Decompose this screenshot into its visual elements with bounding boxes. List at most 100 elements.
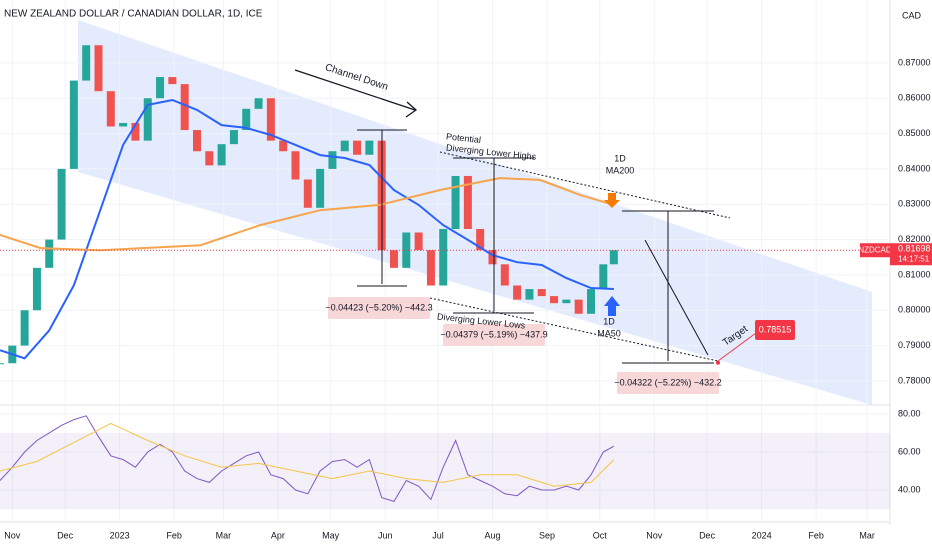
annotation: 1D bbox=[614, 153, 626, 163]
symbol-box bbox=[860, 243, 890, 258]
candle bbox=[82, 45, 91, 81]
candle bbox=[119, 122, 128, 127]
rsi-line bbox=[0, 415, 615, 502]
countdown: 14:17:51 bbox=[898, 254, 930, 263]
x-tick-label: Jul bbox=[432, 530, 444, 540]
x-tick-label: 2024 bbox=[752, 530, 772, 540]
x-tick-label: Feb bbox=[166, 530, 182, 540]
measure-box bbox=[443, 324, 545, 346]
symbol: NZDCAD bbox=[858, 245, 892, 254]
x-tick-label: Mar bbox=[216, 530, 232, 540]
ma50-arrow bbox=[604, 296, 620, 316]
arrow-head bbox=[405, 101, 418, 118]
candle bbox=[32, 267, 41, 311]
candle bbox=[266, 98, 275, 141]
lower-highs-line bbox=[439, 151, 731, 219]
candle bbox=[205, 151, 214, 166]
y-tick-label: 0.85000 bbox=[898, 128, 931, 138]
lower-lows-line bbox=[429, 297, 719, 362]
annotation: MA50 bbox=[597, 328, 621, 338]
rsi-tick-label: 80.00 bbox=[898, 408, 921, 418]
candle bbox=[156, 77, 165, 99]
candle bbox=[0, 363, 4, 365]
x-tick-label: Sep bbox=[539, 530, 555, 540]
candle bbox=[180, 84, 189, 131]
candle bbox=[426, 250, 435, 286]
candle bbox=[488, 250, 497, 265]
y-tick-label: 0.83000 bbox=[898, 199, 931, 209]
measure-box bbox=[617, 372, 719, 394]
candle bbox=[365, 140, 374, 155]
y-tick-label: 0.82000 bbox=[898, 234, 931, 244]
candle bbox=[586, 289, 595, 314]
rsi-band bbox=[0, 432, 890, 509]
currency: CAD bbox=[902, 10, 922, 20]
x-tick-label: Aug bbox=[484, 530, 500, 540]
candle bbox=[57, 168, 66, 240]
candle bbox=[389, 250, 398, 268]
candle bbox=[242, 108, 251, 131]
target-label: 0.78515 bbox=[759, 324, 792, 334]
rsi-tick-label: 40.00 bbox=[898, 484, 921, 494]
candle bbox=[69, 80, 78, 169]
x-tick-label: Feb bbox=[808, 530, 824, 540]
x-tick-label: Mar bbox=[859, 530, 875, 540]
candle bbox=[229, 130, 238, 145]
channel bbox=[78, 20, 872, 405]
x-tick-label: Nov bbox=[4, 530, 21, 540]
ma200-arrow bbox=[604, 193, 620, 208]
candle bbox=[328, 151, 337, 169]
candle bbox=[463, 175, 472, 229]
target-point bbox=[716, 360, 720, 365]
candle bbox=[106, 91, 115, 127]
x-tick-label: Jun bbox=[378, 530, 393, 540]
last-price: 0.81698 bbox=[898, 244, 931, 254]
candle bbox=[451, 175, 460, 229]
x-tick-label: Apr bbox=[271, 530, 285, 540]
rsi-ma bbox=[0, 422, 615, 487]
y-tick-label: 0.78000 bbox=[898, 375, 931, 385]
candle bbox=[476, 228, 485, 251]
candle bbox=[291, 151, 300, 180]
candle bbox=[131, 122, 140, 141]
target-box bbox=[755, 320, 795, 340]
candle bbox=[609, 250, 618, 265]
candle bbox=[254, 98, 263, 109]
candle bbox=[537, 289, 546, 297]
candle bbox=[316, 168, 325, 208]
candle bbox=[279, 140, 288, 152]
x-tick-label: 2023 bbox=[110, 530, 130, 540]
x-tick-label: May bbox=[322, 530, 340, 540]
measure-box bbox=[328, 297, 430, 319]
annotation: 1D bbox=[603, 316, 615, 326]
y-tick-label: 0.79000 bbox=[898, 340, 931, 350]
candle bbox=[20, 310, 29, 346]
candle bbox=[168, 77, 177, 85]
rsi-tick-label: 60.00 bbox=[898, 446, 921, 456]
candle bbox=[303, 179, 312, 208]
price-box bbox=[890, 243, 932, 266]
candle bbox=[513, 285, 522, 300]
x-tick-label: Dec bbox=[699, 530, 716, 540]
candle bbox=[143, 98, 152, 141]
x-tick-label: Nov bbox=[646, 530, 663, 540]
candle bbox=[500, 264, 509, 286]
annotation: MA200 bbox=[606, 165, 635, 175]
projection-line bbox=[644, 239, 709, 356]
candle bbox=[340, 140, 349, 152]
chart-title: NEW ZEALAND DOLLAR / CANADIAN DOLLAR, 1D… bbox=[4, 9, 263, 20]
candle bbox=[439, 228, 448, 286]
candle bbox=[414, 232, 423, 251]
annotation: Potential bbox=[446, 131, 482, 145]
channel-arrow bbox=[294, 69, 416, 111]
candle bbox=[45, 239, 54, 268]
candle bbox=[192, 130, 201, 152]
y-tick-label: 0.86000 bbox=[898, 93, 931, 103]
candle bbox=[525, 289, 534, 300]
candle bbox=[599, 264, 608, 290]
measure-label: −0.04423 (−5.20%) −442.3 bbox=[325, 302, 432, 312]
candle bbox=[217, 144, 226, 166]
y-tick-label: 0.87000 bbox=[898, 57, 931, 67]
candle bbox=[402, 232, 411, 268]
